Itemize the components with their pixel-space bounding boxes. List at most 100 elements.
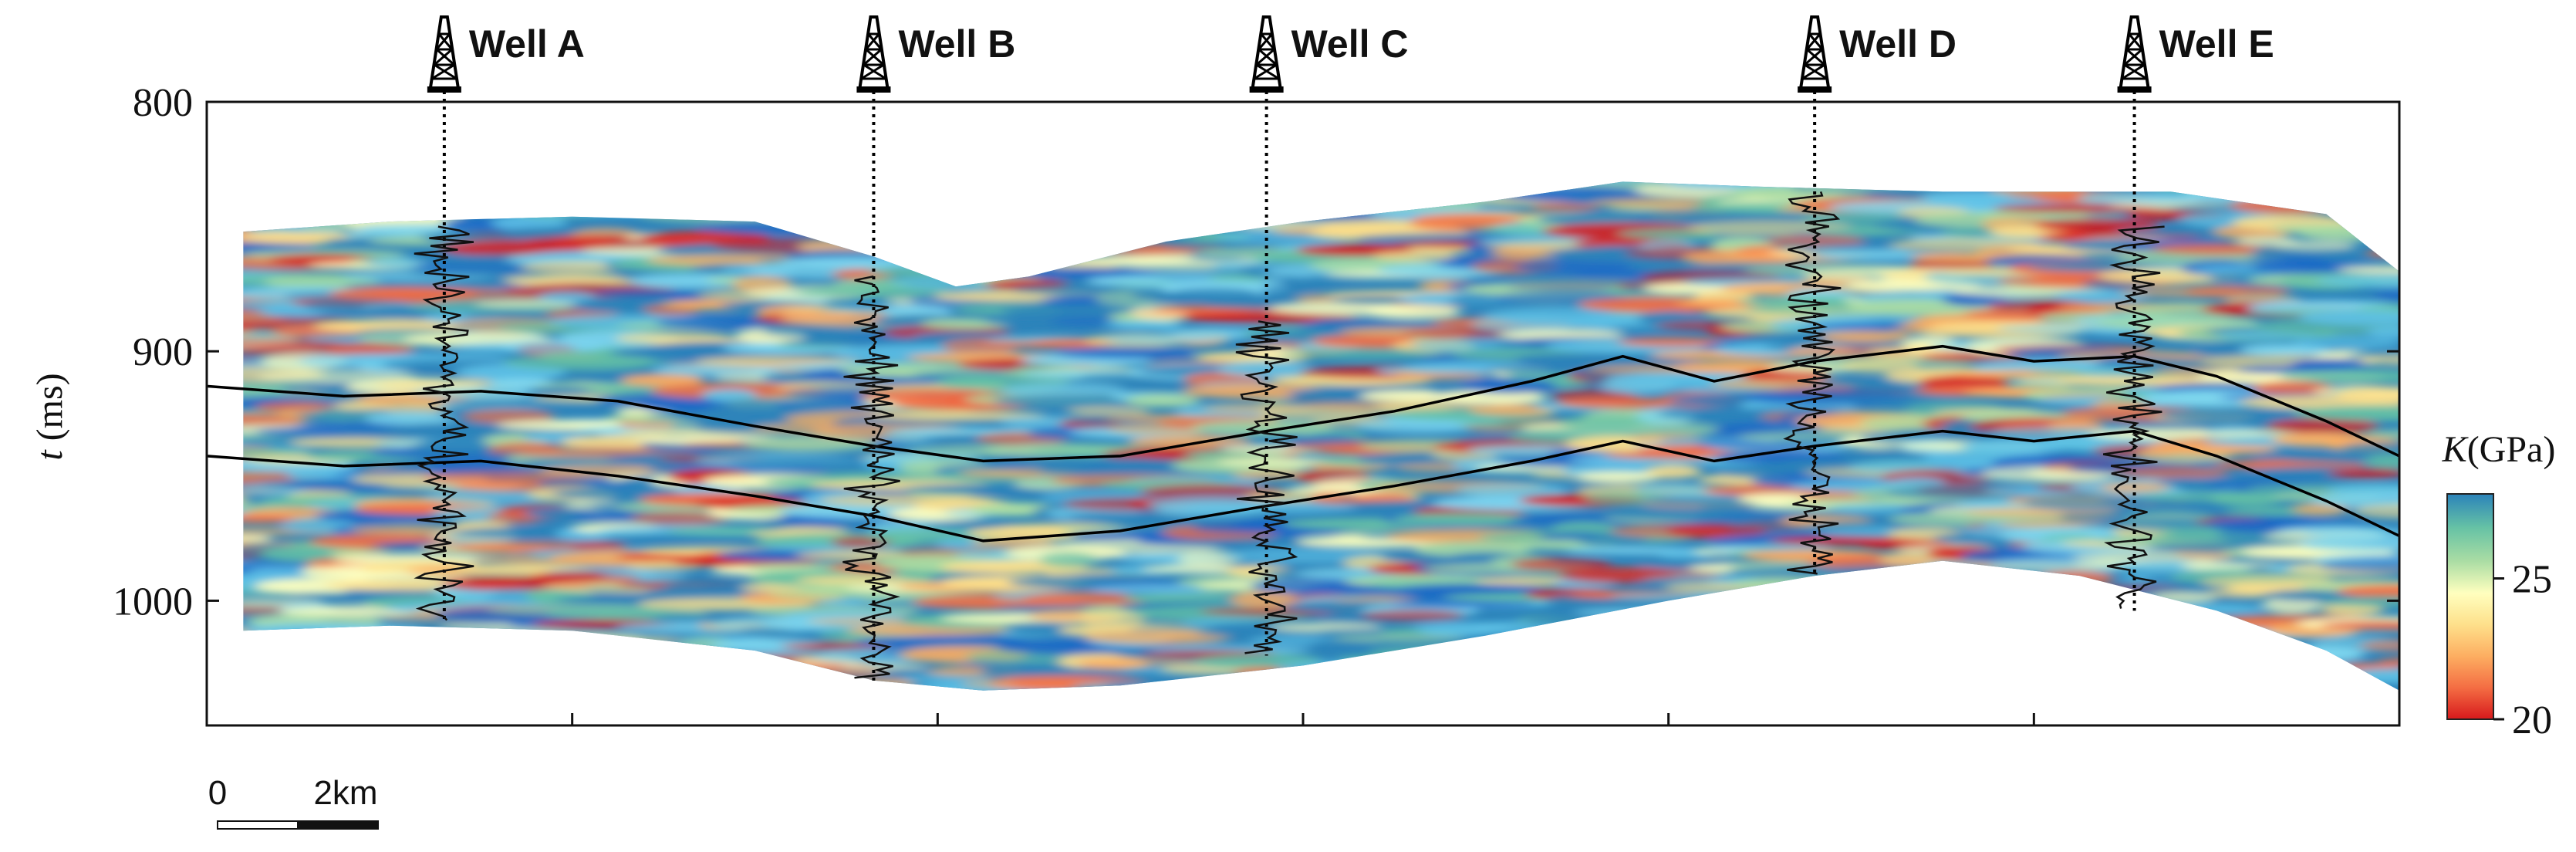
section-texture-patch [2338,265,2400,274]
section-texture-patch [2337,584,2400,598]
section-texture-patch [2378,658,2400,667]
section-texture-patch [2341,668,2400,684]
section-texture-patch [1573,608,1686,617]
section-texture-patch [1455,483,1569,498]
well-2: Well B [842,15,1015,681]
scale-bar-start-label: 0 [208,774,227,812]
section-texture-patch [2352,503,2400,519]
section-texture-patch [1575,472,1659,483]
horizon-line-1 [206,344,2400,463]
section-texture-patch [2230,198,2333,214]
oil-derrick-icon [1798,15,1832,93]
section-texture-patch [1634,482,1708,496]
section-texture-patch [2149,592,2216,604]
section-texture-patch [1356,418,1480,434]
section-texture-patch [782,338,954,347]
well-layer: Well A Well B Well C Well D Well E [414,15,2274,681]
section-texture-patch [2267,418,2379,434]
section-texture-patch [243,616,255,629]
section-texture-patch [1666,523,1767,539]
section-texture-patch [2283,454,2400,464]
well-log-curve [1235,320,1298,654]
section-texture-patch [1372,250,1455,262]
section-texture-patch [2340,441,2400,454]
section-texture-patch [2149,181,2265,192]
section-texture-patch [1080,661,1152,669]
y-tick-label: 1000 [113,580,193,624]
well-3: Well C [1235,15,1409,656]
section-texture-patch [2315,274,2400,288]
section-texture-patch [869,411,1046,421]
section-texture-patch [1557,397,1683,409]
section-texture-patch [2303,528,2400,539]
section-texture-patch [243,493,248,508]
seismic-section [243,181,2400,691]
section-texture-patch [2137,492,2315,502]
section-texture-patch [1028,427,1089,440]
section-texture-patch [900,674,991,684]
section-texture-patch [1807,394,1964,403]
section-texture-patch [2365,429,2400,439]
well-label: Well C [1291,22,1409,66]
colorbar-tick-label: 25 [2512,558,2552,602]
section-texture-patch [620,374,704,387]
y-tick-label: 900 [133,330,193,374]
section-texture-patch [1261,282,1319,296]
y-tick-label: 800 [133,81,193,125]
section-texture-patch [1664,181,1816,189]
well-label: Well A [469,22,585,66]
section-texture-patch [1332,634,1466,643]
section-texture-patch [1730,576,1873,591]
section-texture-patch [1084,630,1231,644]
section-texture-patch [1801,211,1905,225]
section-texture-patch [1275,661,1376,674]
section-texture [243,181,2400,691]
section-texture-patch [2335,386,2400,404]
section-texture-patch [2365,248,2400,259]
section-texture-patch [636,397,715,413]
section-texture-patch [1522,181,1703,183]
section-texture-patch [1815,248,1942,261]
section-texture-patch [333,553,496,565]
section-texture-patch [1365,304,1461,320]
section-texture-patch [539,207,691,216]
well-4: Well D [1783,15,1956,576]
section-texture-patch [1949,181,2035,191]
well-5: Well E [2102,15,2274,611]
section-texture-patch [2293,335,2400,350]
colorbar-label: K(GPa) [2442,429,2556,470]
section-texture-patch [2279,370,2400,384]
section-texture-patch [1511,557,1612,571]
section-texture-patch [1077,610,1146,627]
section-texture-patch [538,292,596,303]
horizon-lines [206,344,2400,543]
section-texture-patch [629,273,749,289]
section-texture-patch [349,525,461,536]
section-texture-patch [1180,312,1356,323]
section-texture-patch [243,604,295,615]
section-texture-patch [2034,218,2161,232]
section-texture-patch [2364,454,2400,468]
colorbar-tick-label: 20 [2512,698,2552,742]
section-texture-patch [2160,604,2267,614]
colorbar-gradient [2446,493,2494,720]
section-texture-patch [1125,394,1200,407]
section-texture-patch [728,456,908,468]
section-texture-patch [323,342,417,357]
scale-bar: 0 2km [208,774,379,830]
section-texture-patch [1059,667,1133,677]
section-texture-patch [1380,552,1446,563]
scale-bar-end-label: 2km [313,774,377,812]
section-texture-patch [1392,512,1531,526]
section-texture-patch [2358,639,2400,652]
section-texture-patch [1066,407,1151,416]
section-texture-patch [2184,285,2290,299]
well-log-curve [1783,191,1842,575]
section-texture-patch [1105,320,1183,330]
horizon-line-2 [206,429,2400,543]
section-texture-patch [2298,310,2400,326]
section-texture-patch [1523,615,1644,627]
well-label: Well E [2159,22,2274,66]
section-texture-patch [462,409,555,424]
well-log-curve [842,275,900,679]
